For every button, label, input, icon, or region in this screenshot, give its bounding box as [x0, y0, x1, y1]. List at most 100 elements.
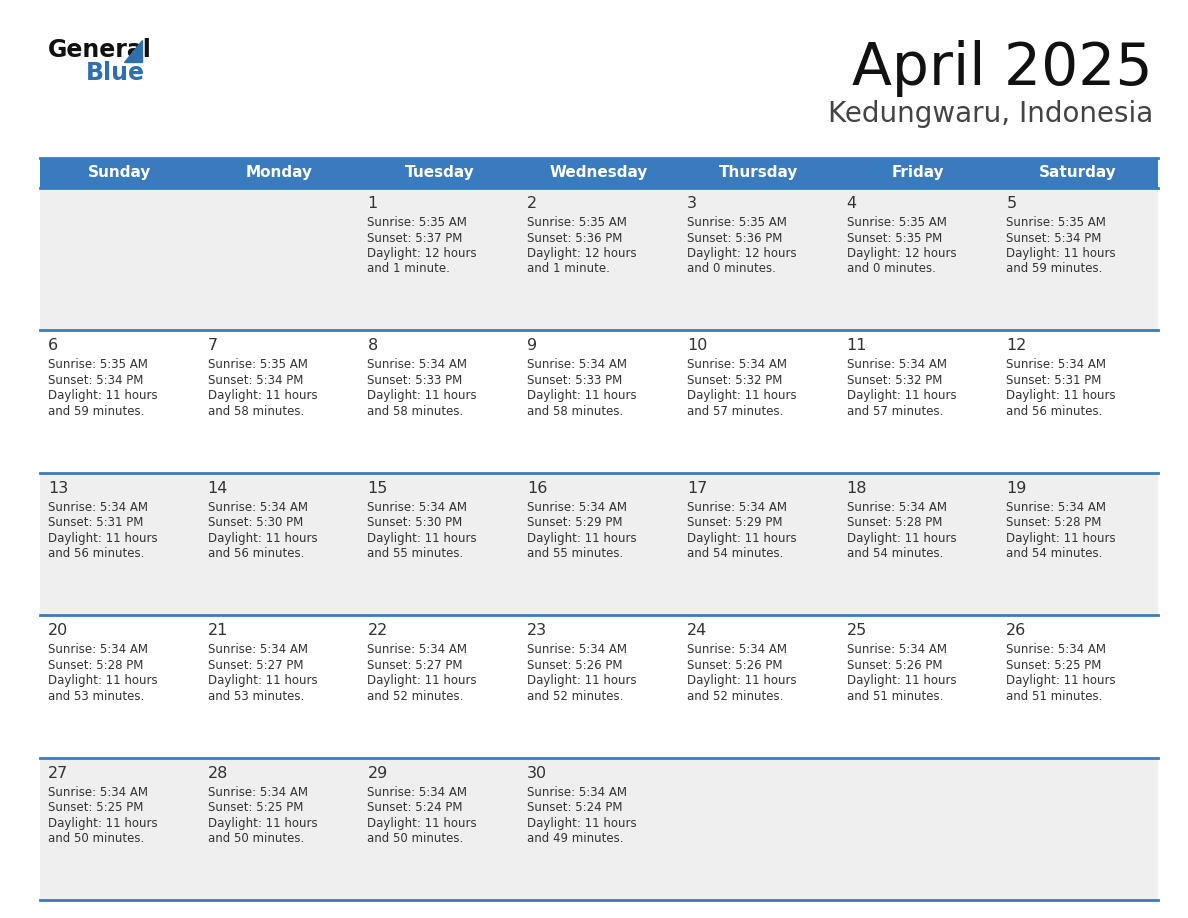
Text: Daylight: 12 hours: Daylight: 12 hours	[367, 247, 478, 260]
Text: Sunrise: 5:34 AM: Sunrise: 5:34 AM	[1006, 644, 1106, 656]
Text: Sunset: 5:30 PM: Sunset: 5:30 PM	[367, 516, 462, 530]
Text: Sunset: 5:26 PM: Sunset: 5:26 PM	[527, 659, 623, 672]
Polygon shape	[124, 40, 143, 62]
Text: and 56 minutes.: and 56 minutes.	[1006, 405, 1102, 418]
Text: April 2025: April 2025	[852, 40, 1154, 97]
Bar	[839, 757, 998, 900]
Text: 4: 4	[847, 196, 857, 211]
Bar	[678, 158, 839, 188]
Text: Sunset: 5:31 PM: Sunset: 5:31 PM	[1006, 374, 1101, 386]
Text: and 1 minute.: and 1 minute.	[367, 263, 450, 275]
Bar	[519, 188, 678, 330]
Text: 24: 24	[687, 623, 707, 638]
Text: Sunrise: 5:34 AM: Sunrise: 5:34 AM	[687, 644, 786, 656]
Bar	[360, 757, 519, 900]
Text: Daylight: 11 hours: Daylight: 11 hours	[527, 817, 637, 830]
Text: Daylight: 11 hours: Daylight: 11 hours	[367, 389, 478, 402]
Text: Daylight: 11 hours: Daylight: 11 hours	[1006, 532, 1116, 544]
Text: 7: 7	[208, 339, 217, 353]
Bar	[998, 330, 1158, 473]
Bar	[998, 757, 1158, 900]
Text: Daylight: 11 hours: Daylight: 11 hours	[847, 532, 956, 544]
Text: 21: 21	[208, 623, 228, 638]
Text: and 59 minutes.: and 59 minutes.	[48, 405, 145, 418]
Text: Daylight: 12 hours: Daylight: 12 hours	[847, 247, 956, 260]
Text: Sunset: 5:29 PM: Sunset: 5:29 PM	[527, 516, 623, 530]
Text: Sunrise: 5:34 AM: Sunrise: 5:34 AM	[367, 358, 467, 372]
Text: and 55 minutes.: and 55 minutes.	[527, 547, 624, 560]
Bar	[839, 615, 998, 757]
Bar	[200, 757, 360, 900]
Text: Daylight: 11 hours: Daylight: 11 hours	[847, 674, 956, 688]
Text: and 54 minutes.: and 54 minutes.	[687, 547, 783, 560]
Text: Sunrise: 5:34 AM: Sunrise: 5:34 AM	[847, 501, 947, 514]
Text: and 57 minutes.: and 57 minutes.	[847, 405, 943, 418]
Bar	[839, 158, 998, 188]
Bar	[998, 615, 1158, 757]
Text: Sunrise: 5:34 AM: Sunrise: 5:34 AM	[367, 644, 467, 656]
Text: Sunrise: 5:34 AM: Sunrise: 5:34 AM	[847, 644, 947, 656]
Text: and 51 minutes.: and 51 minutes.	[1006, 689, 1102, 702]
Bar	[200, 158, 360, 188]
Text: 11: 11	[847, 339, 867, 353]
Text: Sunset: 5:34 PM: Sunset: 5:34 PM	[208, 374, 303, 386]
Text: and 50 minutes.: and 50 minutes.	[367, 832, 463, 845]
Bar	[360, 188, 519, 330]
Text: Sunrise: 5:34 AM: Sunrise: 5:34 AM	[367, 501, 467, 514]
Text: 10: 10	[687, 339, 707, 353]
Text: Daylight: 11 hours: Daylight: 11 hours	[687, 674, 796, 688]
Text: 17: 17	[687, 481, 707, 496]
Text: 6: 6	[48, 339, 58, 353]
Text: Daylight: 11 hours: Daylight: 11 hours	[1006, 674, 1116, 688]
Text: Sunrise: 5:34 AM: Sunrise: 5:34 AM	[208, 786, 308, 799]
Bar	[200, 473, 360, 615]
Text: and 53 minutes.: and 53 minutes.	[48, 689, 144, 702]
Text: and 0 minutes.: and 0 minutes.	[847, 263, 935, 275]
Text: Sunrise: 5:34 AM: Sunrise: 5:34 AM	[48, 501, 148, 514]
Bar	[678, 188, 839, 330]
Bar	[40, 330, 200, 473]
Text: Sunset: 5:25 PM: Sunset: 5:25 PM	[1006, 659, 1101, 672]
Text: and 50 minutes.: and 50 minutes.	[48, 832, 144, 845]
Bar	[678, 615, 839, 757]
Text: 23: 23	[527, 623, 548, 638]
Text: Sunrise: 5:34 AM: Sunrise: 5:34 AM	[1006, 358, 1106, 372]
Text: Daylight: 11 hours: Daylight: 11 hours	[48, 532, 158, 544]
Text: Daylight: 11 hours: Daylight: 11 hours	[1006, 389, 1116, 402]
Text: Daylight: 11 hours: Daylight: 11 hours	[367, 674, 478, 688]
Bar	[839, 473, 998, 615]
Bar	[200, 330, 360, 473]
Text: Sunset: 5:34 PM: Sunset: 5:34 PM	[1006, 231, 1101, 244]
Text: and 59 minutes.: and 59 minutes.	[1006, 263, 1102, 275]
Text: 13: 13	[48, 481, 68, 496]
Bar	[998, 473, 1158, 615]
Text: Sunrise: 5:35 AM: Sunrise: 5:35 AM	[1006, 216, 1106, 229]
Bar	[678, 330, 839, 473]
Bar	[839, 188, 998, 330]
Text: Daylight: 12 hours: Daylight: 12 hours	[687, 247, 796, 260]
Text: 16: 16	[527, 481, 548, 496]
Text: 26: 26	[1006, 623, 1026, 638]
Text: and 58 minutes.: and 58 minutes.	[527, 405, 624, 418]
Bar	[519, 330, 678, 473]
Bar	[40, 757, 200, 900]
Text: Daylight: 11 hours: Daylight: 11 hours	[687, 532, 796, 544]
Text: and 54 minutes.: and 54 minutes.	[847, 547, 943, 560]
Text: and 53 minutes.: and 53 minutes.	[208, 689, 304, 702]
Text: 30: 30	[527, 766, 548, 780]
Bar	[519, 473, 678, 615]
Text: 3: 3	[687, 196, 697, 211]
Bar	[200, 615, 360, 757]
Text: 20: 20	[48, 623, 68, 638]
Text: Sunset: 5:36 PM: Sunset: 5:36 PM	[687, 231, 782, 244]
Bar	[998, 188, 1158, 330]
Text: Daylight: 11 hours: Daylight: 11 hours	[847, 389, 956, 402]
Text: Sunset: 5:32 PM: Sunset: 5:32 PM	[847, 374, 942, 386]
Bar	[40, 158, 200, 188]
Text: Sunset: 5:31 PM: Sunset: 5:31 PM	[48, 516, 144, 530]
Text: 25: 25	[847, 623, 867, 638]
Text: General: General	[48, 38, 152, 62]
Text: Sunrise: 5:34 AM: Sunrise: 5:34 AM	[687, 358, 786, 372]
Text: and 0 minutes.: and 0 minutes.	[687, 263, 776, 275]
Text: Sunset: 5:33 PM: Sunset: 5:33 PM	[527, 374, 623, 386]
